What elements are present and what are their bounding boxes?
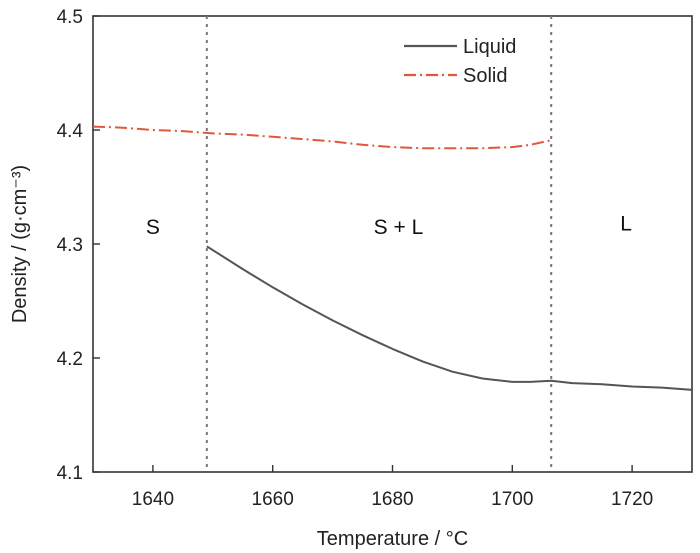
legend-label-liquid: Liquid: [463, 36, 516, 58]
y-tick-label: 4.5: [57, 7, 83, 28]
region-label: S: [146, 216, 160, 239]
y-tick-label: 4.1: [57, 463, 83, 484]
plot-frame: [92, 15, 693, 473]
x-axis-title: Temperature / °C: [317, 528, 468, 550]
x-tick-label: 1660: [252, 489, 294, 510]
x-tick-label: 1680: [371, 489, 413, 510]
x-tick-label: 1720: [611, 489, 653, 510]
y-tick-label: 4.2: [57, 349, 83, 370]
series-line-solid: [93, 125, 552, 150]
y-tick-label: 4.4: [57, 121, 84, 142]
region-label: S + L: [374, 216, 424, 239]
y-axis-title: Density / (g·cm⁻³): [9, 165, 31, 323]
x-tick-label: 1640: [132, 489, 174, 510]
x-tick-label: 1700: [491, 489, 533, 510]
legend-label-solid: Solid: [463, 65, 507, 87]
region-label: L: [620, 212, 632, 235]
y-tick-label: 4.3: [57, 235, 83, 256]
series-line-liquid: [206, 245, 692, 391]
